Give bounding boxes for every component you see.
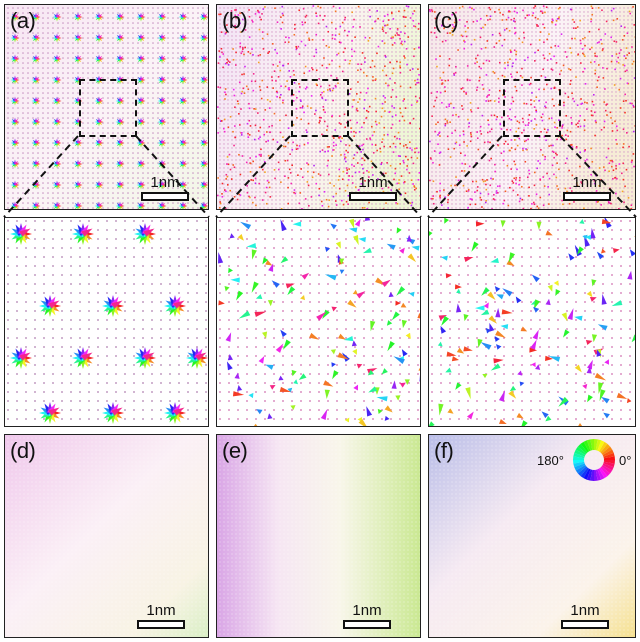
scale-bar-line — [343, 620, 391, 629]
scale-bar-label: 1nm — [352, 602, 382, 619]
panel-e: (e) 1nm — [216, 434, 421, 638]
scale-bar-b: 1nm — [345, 175, 401, 201]
scale-bar-label: 1nm — [146, 602, 176, 619]
zoom-region-c — [503, 79, 561, 137]
lattice-dots — [7, 437, 208, 635]
lattice-dots — [219, 220, 419, 420]
panel-c-zoom — [428, 217, 636, 427]
scale-bar-d: 1nm — [133, 603, 189, 629]
panel-c: (c) 1nm — [428, 4, 636, 210]
panel-label-e: (e) — [222, 438, 248, 463]
scale-bar-label: 1nm — [150, 174, 180, 191]
lattice-dots — [7, 220, 207, 420]
color-wheel-icon — [573, 439, 615, 481]
panel-label-b: (b) — [222, 8, 248, 33]
panel-label-f: (f) — [434, 438, 454, 463]
lattice-dots — [431, 437, 633, 635]
color-wheel-right-label: 0° — [619, 453, 632, 468]
zoom-region-b — [291, 79, 349, 137]
scale-bar-label: 1nm — [358, 174, 388, 191]
scale-bar-label: 1nm — [572, 174, 602, 191]
panel-f: (f) 180° 0° 1nm — [428, 434, 636, 638]
panel-d: (d) 1nm — [4, 434, 209, 638]
panel-a: (a) 1nm — [4, 4, 209, 210]
scale-bar-a: 1nm — [137, 175, 193, 201]
scale-bar-line — [563, 192, 611, 201]
panel-label-a: (a) — [10, 8, 36, 33]
scale-bar-c: 1nm — [559, 175, 615, 201]
scale-bar-e: 1nm — [339, 603, 395, 629]
scale-bar-line — [349, 192, 397, 201]
panel-b: (b) 1nm — [216, 4, 421, 210]
scale-bar-f: 1nm — [557, 603, 613, 629]
scale-bar-line — [141, 192, 189, 201]
panel-a-zoom — [4, 217, 209, 427]
panel-label-d: (d) — [10, 438, 36, 463]
scale-bar-line — [561, 620, 609, 629]
zoom-region-a — [79, 79, 137, 137]
scale-bar-line — [137, 620, 185, 629]
scale-bar-label: 1nm — [570, 602, 600, 619]
color-wheel-left-label: 180° — [537, 453, 564, 468]
panel-label-c: (c) — [434, 8, 459, 33]
lattice-dots — [219, 437, 420, 635]
color-wheel-legend: 180° 0° — [537, 437, 635, 483]
panel-b-zoom — [216, 217, 421, 427]
